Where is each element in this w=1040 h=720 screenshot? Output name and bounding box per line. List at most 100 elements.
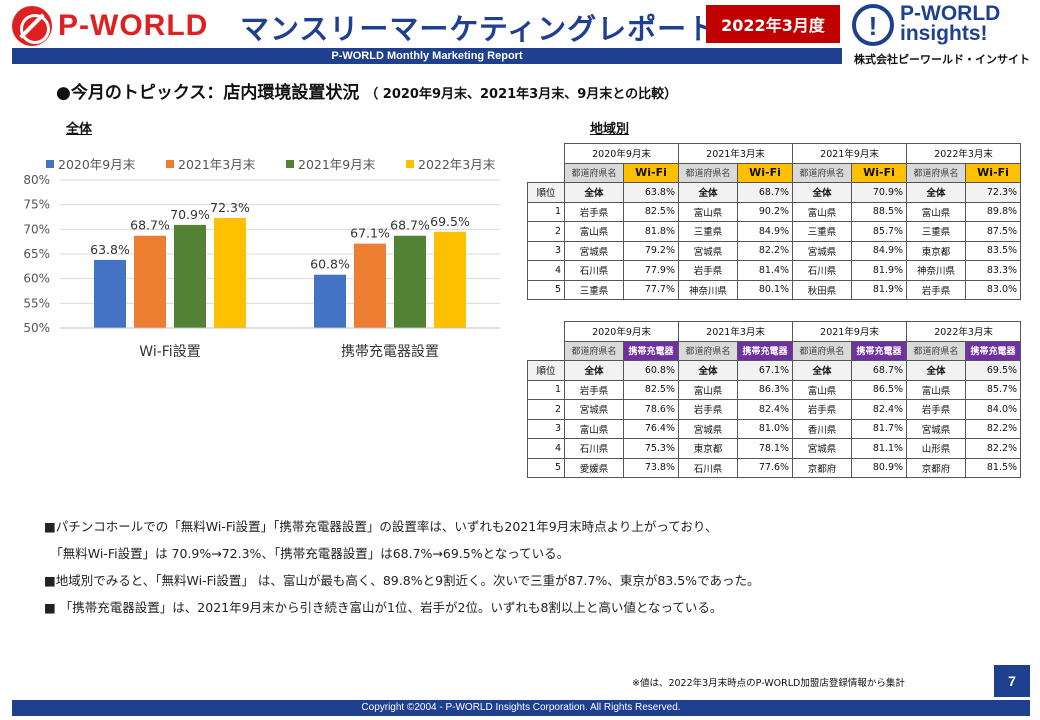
pref-header: 都道府県名 <box>678 340 739 361</box>
pref-header: 都道府県名 <box>792 340 853 361</box>
prefecture-cell: 宮城県 <box>792 438 853 459</box>
total-label: 全体 <box>792 182 853 203</box>
bar <box>394 235 426 328</box>
total-value: 67.1% <box>737 360 794 381</box>
metric-header: Wi-Fi <box>622 162 680 183</box>
column-header-row: 都道府県名 Wi-Fi 都道府県名 Wi-Fi 都道府県名 Wi-Fi 都道府県名 Wi-Fi <box>528 162 1022 183</box>
value-cell: 77.9% <box>622 260 680 281</box>
table-row: 3 宮城県 79.2% 宮城県 82.2% 宮城県 84.9% 東京都 83.5% <box>527 240 1022 261</box>
value-cell: 85.7% <box>851 221 908 242</box>
value-cell: 79.2% <box>622 240 680 261</box>
x-category-label: 携帯充電器設置 <box>341 344 439 360</box>
prefecture-cell: 岩手県 <box>678 260 739 281</box>
total-label: 全体 <box>792 360 853 381</box>
total-value: 69.5% <box>965 360 1022 381</box>
column-header-row: 都道府県名 携帯充電器 都道府県名 携帯充電器 都道府県名 携帯充電器 都道府県名 携帯充電器 <box>528 340 1022 361</box>
prefecture-cell: 東京都 <box>906 240 967 261</box>
total-label: 全体 <box>678 182 739 203</box>
data-label: 67.1% <box>350 226 390 241</box>
metric-header: Wi-Fi <box>965 162 1022 183</box>
period-header: 2021年3月末 <box>678 321 794 342</box>
prefecture-cell: 三重県 <box>906 221 967 242</box>
prefecture-cell: 山形県 <box>906 438 967 459</box>
regional-label: 地域別 <box>590 122 630 137</box>
legend-swatch <box>166 160 174 168</box>
pref-header: 都道府県名 <box>678 162 739 183</box>
overall-label: 全体 <box>66 122 93 137</box>
prefecture-cell: 岩手県 <box>792 399 853 420</box>
prefecture-cell: 岩手県 <box>906 399 967 420</box>
value-cell: 81.1% <box>851 438 908 459</box>
prefecture-cell: 京都府 <box>792 457 853 478</box>
y-tick-label: 75% <box>23 198 50 212</box>
total-value: 68.7% <box>851 360 908 381</box>
total-label: 全体 <box>906 360 967 381</box>
legend-swatch <box>46 160 54 168</box>
prefecture-cell: 富山県 <box>792 379 853 400</box>
data-label: 63.8% <box>90 242 130 257</box>
rank-cell: 1 <box>527 379 565 400</box>
period-header: 2021年3月末 <box>678 143 794 164</box>
prefecture-cell: 宮城県 <box>564 399 624 420</box>
value-cell: 81.4% <box>737 260 794 281</box>
page-title: マンスリーマーケティングレポート <box>240 12 718 46</box>
prefecture-cell: 秋田県 <box>792 279 853 300</box>
blank-cell <box>528 341 565 361</box>
value-cell: 78.1% <box>737 438 794 459</box>
rank-cell: 3 <box>527 418 565 439</box>
bar <box>134 235 166 328</box>
page-number: 7 <box>994 665 1030 697</box>
pref-header: 都道府県名 <box>906 162 967 183</box>
topic-main: ●今月のトピックス：店内環境設置状況 <box>56 83 360 103</box>
period-header: 2021年9月末 <box>792 321 908 342</box>
total-label: 全体 <box>564 182 624 203</box>
value-cell: 81.0% <box>737 418 794 439</box>
value-cell: 81.7% <box>851 418 908 439</box>
value-cell: 82.5% <box>622 201 680 222</box>
prefecture-cell: 富山県 <box>564 418 624 439</box>
value-cell: 86.3% <box>737 379 794 400</box>
bullet-line: ■ 「携帯充電器設置」は、2021年9月末から引き続き富山が1位、岩手が2位。い… <box>44 600 723 615</box>
rank-cell: 2 <box>527 221 565 242</box>
value-cell: 89.8% <box>965 201 1022 222</box>
charger-ranking-table: 2020年9月末 2021年3月末 2021年9月末 2022年3月末 都道府県名 携帯充… <box>527 321 1022 478</box>
value-cell: 85.7% <box>965 379 1022 400</box>
prefecture-cell: 石川県 <box>564 260 624 281</box>
subtitle-banner: P-WORLD Monthly Marketing Report <box>12 48 842 64</box>
prefecture-cell: 宮城県 <box>564 240 624 261</box>
value-cell: 77.6% <box>737 457 794 478</box>
table-row: 1 岩手県 82.5% 富山県 86.3% 富山県 86.5% 富山県 85.7% <box>527 379 1022 400</box>
summary-bullets: ■パチンコホールでの「無料Wi-Fi設置」「携帯充電器設置」の設置率は、いずれも… <box>44 518 1004 626</box>
value-cell: 84.9% <box>737 221 794 242</box>
value-cell: 75.3% <box>622 438 680 459</box>
pref-header: 都道府県名 <box>792 162 853 183</box>
bar <box>94 259 126 328</box>
y-tick-label: 65% <box>23 247 50 261</box>
period-header: 2022年3月末 <box>906 143 1022 164</box>
bullet-line: 「無料Wi-Fi設置」は 70.9%→72.3%、「携帯充電器設置」は68.7%… <box>44 546 570 561</box>
value-cell: 77.7% <box>622 279 680 300</box>
prefecture-cell: 石川県 <box>678 457 739 478</box>
total-label: 全体 <box>678 360 739 381</box>
rank-header: 順位 <box>527 360 565 381</box>
value-cell: 82.2% <box>737 240 794 261</box>
period-header: 2022年3月末 <box>906 321 1022 342</box>
table-row: 2 富山県 81.8% 三重県 84.9% 三重県 85.7% 三重県 87.5% <box>527 221 1022 242</box>
prefecture-cell: 三重県 <box>564 279 624 300</box>
x-category-label: Wi-Fi設置 <box>139 344 200 360</box>
rank-cell: 4 <box>527 438 565 459</box>
table-row: 5 愛媛県 73.8% 石川県 77.6% 京都府 80.9% 京都府 81.5% <box>527 457 1022 478</box>
wifi-ranking-table: 2020年9月末 2021年3月末 2021年9月末 2022年3月末 都道府県名 Wi-… <box>527 143 1022 300</box>
value-cell: 73.8% <box>622 457 680 478</box>
brand-right-line2: insights! <box>900 22 988 45</box>
topic-comparison: （ 2020年9月末、2021年3月末、9月末との比較） <box>365 87 678 102</box>
prefecture-cell: 岩手県 <box>564 201 624 222</box>
rank-header: 順位 <box>527 182 565 203</box>
data-label: 69.5% <box>430 214 470 229</box>
total-row: 順位 全体 63.8% 全体 68.7% 全体 70.9% 全体 72.3% <box>527 182 1022 203</box>
prefecture-cell: 神奈川県 <box>906 260 967 281</box>
prefecture-cell: 宮城県 <box>906 418 967 439</box>
legend-label: 2021年9月末 <box>298 157 376 172</box>
period-header: 2020年9月末 <box>563 321 680 342</box>
value-cell: 83.5% <box>965 240 1022 261</box>
